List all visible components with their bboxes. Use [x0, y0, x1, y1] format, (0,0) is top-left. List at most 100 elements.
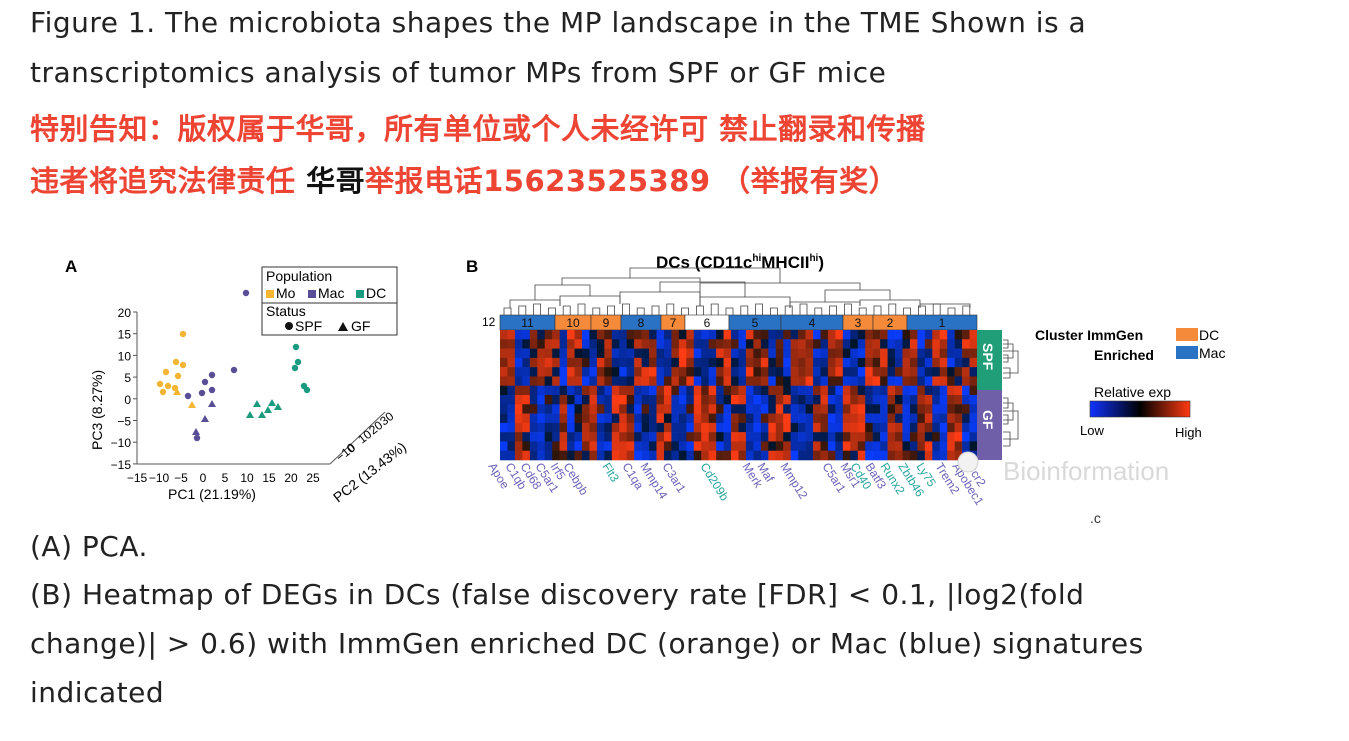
heatmap-cell — [917, 422, 926, 433]
figure-title-line-2: transcriptomics analysis of tumor MPs fr… — [30, 56, 887, 89]
pca-point — [291, 364, 299, 372]
heatmap-cell — [902, 376, 911, 387]
heatmap-cell — [924, 450, 933, 461]
heatmap-cell — [559, 432, 568, 442]
heatmap-cell — [716, 395, 724, 405]
heatmap-cell — [559, 339, 568, 349]
heatmap-cell — [708, 330, 717, 340]
heatmap-cell — [790, 357, 799, 368]
heatmap-cell — [716, 432, 724, 442]
heatmap-cell — [693, 450, 702, 461]
pca-point — [173, 388, 181, 395]
heatmap-cell — [500, 404, 508, 414]
heatmap-cell — [947, 441, 955, 452]
heatmap-cell — [507, 348, 516, 359]
heatmap-cell — [790, 385, 799, 396]
heatmap-cell — [775, 432, 784, 442]
heatmap-cell — [596, 422, 605, 433]
heatmap-cell — [835, 441, 844, 452]
heatmap-cell — [708, 432, 717, 442]
heatmap-cell — [500, 376, 508, 387]
pca-point — [258, 411, 266, 418]
heatmap-cell — [693, 339, 702, 349]
heatmap-cell — [865, 395, 873, 405]
heatmap-cell — [917, 348, 926, 359]
heatmap-cell — [902, 404, 911, 414]
heatmap-cell — [589, 348, 598, 359]
heatmap-cell — [522, 330, 531, 340]
heatmap-cell — [842, 385, 851, 396]
heatmap-cell — [902, 450, 911, 461]
heatmap-cell — [619, 330, 627, 340]
heatmap-cell — [626, 348, 635, 359]
heatmap-cell — [678, 441, 687, 452]
heatmap-cell — [589, 367, 598, 377]
heatmap-cell — [917, 432, 926, 442]
heatmap-cell — [678, 395, 687, 405]
cluster-side-label: 12 — [482, 315, 496, 329]
heatmap-cell — [902, 413, 911, 424]
heatmap-cell — [611, 422, 620, 433]
pca-point — [230, 366, 238, 374]
cluster-label: 4 — [809, 316, 816, 330]
heatmap-cell — [813, 357, 821, 368]
heatmap-cell — [611, 339, 620, 349]
heatmap-cell — [887, 330, 896, 340]
heatmap-cell — [626, 357, 635, 368]
heatmap-cell — [649, 385, 657, 396]
heatmap-cell — [760, 441, 769, 452]
heatmap-cell — [686, 404, 695, 414]
heatmap-cell — [716, 330, 724, 340]
heatmap-cell — [842, 450, 851, 461]
heatmap-cell — [805, 432, 814, 442]
pca-point — [246, 411, 254, 418]
heatmap-cell — [693, 385, 702, 396]
heatmap-cell — [962, 330, 970, 340]
heatmap-cell — [790, 432, 799, 442]
heatmap-cell — [798, 385, 806, 396]
heatmap-cell — [969, 348, 978, 359]
heatmap-cell — [537, 367, 546, 377]
heatmap-cell — [581, 441, 590, 452]
heatmap-cell — [872, 348, 881, 359]
heatmap-cell — [924, 357, 933, 368]
heatmap-cell — [589, 385, 598, 396]
heatmap-cell — [760, 404, 769, 414]
heatmap-cell — [917, 404, 926, 414]
heatmap-cell — [589, 376, 598, 387]
heatmap-cell — [768, 376, 777, 387]
heatmap-cell — [507, 339, 516, 349]
heatmap-cell — [872, 450, 881, 461]
heatmap-cell — [559, 376, 568, 387]
heatmap-cell — [671, 404, 680, 414]
heatmap-cell — [850, 413, 859, 424]
heatmap-cell — [798, 339, 806, 349]
heatmap-cell — [574, 330, 583, 340]
heatmap-cell — [716, 404, 724, 414]
heatmap-cell — [865, 441, 873, 452]
heatmap-cell — [559, 422, 568, 433]
heatmap-cell — [775, 367, 784, 377]
heatmap-cell — [887, 367, 896, 377]
pca-x-tick: 5 — [222, 471, 229, 485]
heatmap-cell — [708, 339, 717, 349]
heatmap-cell — [619, 376, 627, 387]
heatmap-cell — [581, 339, 590, 349]
heatmap-cell — [880, 348, 888, 359]
heatmap-cell — [954, 404, 963, 414]
heatmap-cell — [969, 367, 978, 377]
heatmap-cell — [656, 413, 665, 424]
heatmap-cell — [850, 339, 859, 349]
heatmap-cell — [939, 450, 948, 461]
heatmap-cell — [537, 330, 546, 340]
heatmap-cell — [753, 348, 762, 359]
heatmap-cell — [775, 422, 784, 433]
heatmap-cell — [872, 367, 881, 377]
heatmap-cell — [857, 367, 866, 377]
heatmap-cell — [619, 450, 627, 461]
pca-x-tick: −5 — [174, 471, 188, 485]
heatmap-cell — [589, 357, 598, 368]
heatmap-cell — [850, 441, 859, 452]
heatmap-cell — [529, 441, 538, 452]
